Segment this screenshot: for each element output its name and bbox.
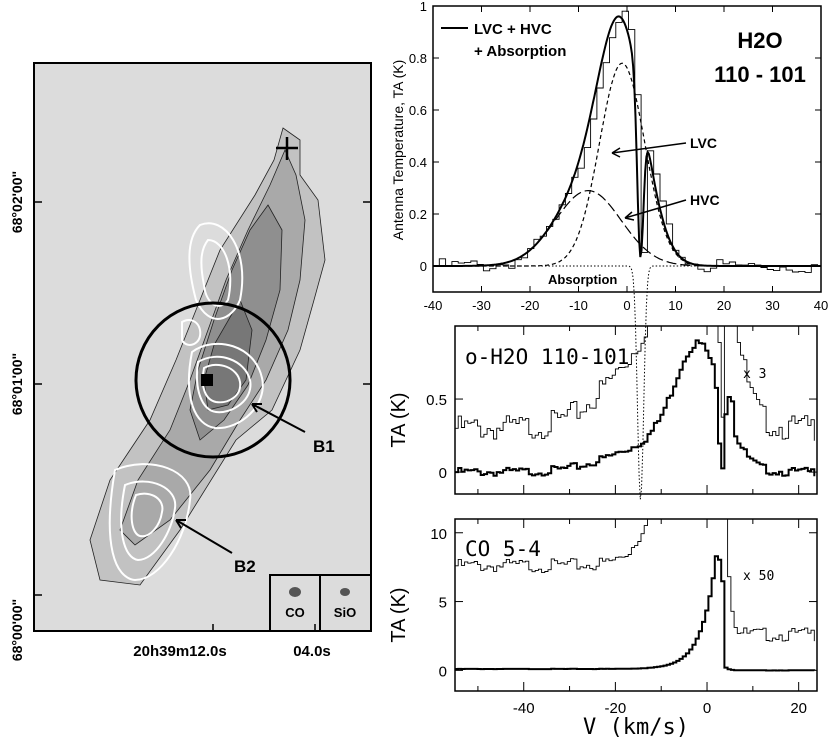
h2o-title-line1: H2O (737, 28, 782, 53)
annotation-hvc: HVC (690, 192, 720, 208)
beam-circle (134, 301, 292, 459)
co54-panel: -40 -20 0 20 0 5 10 CO 5-4 x 50 TA (K) V (km/s… (388, 518, 818, 740)
h2o-title-line2: 110 - 101 (714, 62, 806, 87)
x-tick-label: 40 (814, 298, 828, 313)
oh2o-label: o-H2O 110-101 (465, 345, 629, 369)
y-tick-label: 1 (420, 0, 427, 14)
x-tick-label: 20 (717, 298, 731, 313)
spectrum (455, 555, 816, 672)
oh2o-ylabel: TA (K) (388, 392, 410, 447)
x-tick-label: 0 (703, 700, 711, 717)
oh2o-curves (455, 326, 816, 477)
x-tick-label: 20 (790, 700, 807, 717)
x-tick-label: 0 (623, 298, 630, 313)
co54-ylabel: TA (K) (388, 587, 410, 642)
b2-arrow (175, 519, 233, 554)
co54-xlabel: V (km/s) (583, 715, 689, 740)
scaled-spectrum (455, 519, 815, 642)
x-tick-label: -40 (513, 700, 535, 717)
y-tick-label: 10 (430, 526, 447, 543)
oh2o-scale-note: x 3 (743, 367, 766, 382)
h2o-ylabel: Antenna Temperature, TA (K) (390, 60, 406, 241)
x-tick-label: -20 (521, 298, 540, 313)
y-tick-label: 0 (439, 663, 447, 680)
h2o-axis-ticks: -40 -30 -20 -10 0 10 20 30 40 0 0.2 0.4 0.6 0.8 1 (409, 0, 828, 313)
spectrum (455, 339, 816, 477)
co54-plot-frame (454, 518, 818, 692)
beam-ellipse-sio (340, 588, 350, 596)
co54-curves (455, 519, 816, 672)
y-tick-label: 0.6 (409, 103, 427, 118)
map-ylabel-bottom: 68°00'00" (9, 599, 25, 661)
h2o-fit-panel: -40 -30 -20 -10 0 10 20 30 40 0 0.2 0.4 0.6 0.8 1 Ante… (390, 0, 828, 500)
x-tick-label: -10 (569, 298, 588, 313)
y-tick-label: 5 (439, 595, 447, 612)
map-white-contours (108, 222, 264, 582)
y-tick-label: 0 (420, 259, 427, 274)
y-tick-label: 0.5 (426, 392, 447, 409)
contour-map-panel: B1 B2 CO SiO 68°02'00" 68°01'00" 68°00'0… (9, 62, 372, 661)
absorption-curve (433, 265, 821, 500)
oh2o-panel: 00.5 o-H2O 110-101 x 3 TA (K) (388, 325, 818, 495)
x-tick-label: 10 (668, 298, 682, 313)
hvc-arrow (624, 199, 687, 221)
y-tick-label: 0 (439, 465, 447, 482)
map-y-ticks (34, 201, 371, 631)
h2o-curves (433, 10, 821, 500)
map-xlabel-right: 04.0s (293, 643, 331, 660)
lvc-arrow (611, 142, 687, 158)
scaled-spectrum (455, 326, 815, 441)
x-tick-label: -40 (424, 298, 443, 313)
cross-marker (276, 137, 298, 160)
y-tick-label: 0.4 (409, 155, 427, 170)
beam-label-sio: SiO (334, 605, 356, 620)
map-ylabel-top: 68°02'00" (9, 171, 25, 233)
lvc-curve (433, 62, 821, 267)
map-xlabel-ra: 20h39m12.0s (133, 643, 226, 660)
oh2o-axis-ticks: 00.5 (426, 326, 817, 494)
label-b2: B2 (234, 557, 256, 576)
beam-ellipse-co (289, 587, 301, 597)
label-b1: B1 (313, 437, 335, 456)
co54-scale-note: x 50 (743, 569, 774, 584)
legend-line1: LVC + HVC (474, 21, 552, 38)
b1-arrow (251, 403, 306, 433)
annotation-lvc: LVC (690, 135, 717, 151)
x-tick-label: -30 (472, 298, 491, 313)
x-tick-label: -20 (605, 700, 627, 717)
co54-label: CO 5-4 (465, 537, 541, 561)
annotation-absorption: Absorption (548, 272, 617, 287)
hvc-curve (433, 189, 821, 267)
central-source-marker (201, 374, 213, 386)
y-tick-label: 0.8 (409, 51, 427, 66)
beam-boxes: CO SiO (269, 574, 372, 632)
co54-axis-ticks: -40 -20 0 20 0 5 10 (430, 519, 817, 717)
legend-line2: + Absorption (474, 43, 566, 60)
y-tick-label: 0.2 (409, 207, 427, 222)
map-grayscale-emission (89, 127, 326, 586)
oh2o-plot-frame (454, 325, 818, 495)
beam-box-sio (319, 574, 372, 632)
x-tick-label: 30 (765, 298, 779, 313)
beam-label-co: CO (285, 605, 305, 620)
map-ylabel-mid: 68°01'00" (9, 353, 25, 415)
fit-curve (433, 15, 821, 267)
